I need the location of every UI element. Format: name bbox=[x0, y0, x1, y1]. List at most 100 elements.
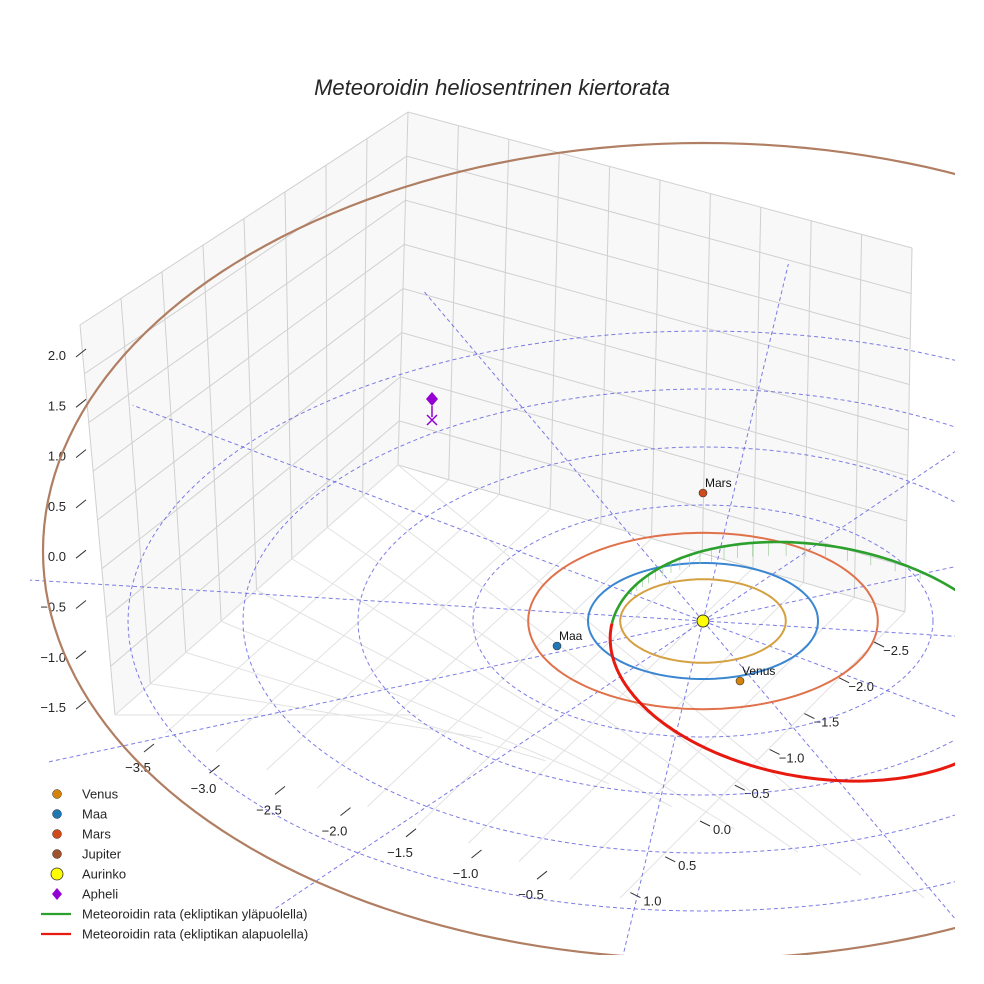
x-tick-label: −0.5 bbox=[518, 887, 544, 902]
ecliptic-ring bbox=[472, 504, 934, 738]
planet-label-mars: Mars bbox=[705, 476, 732, 490]
z-tick-label: 2.0 bbox=[48, 348, 66, 363]
y-tick-mark bbox=[734, 784, 746, 791]
floor-grid-line bbox=[266, 508, 551, 771]
orbit-scene: Venus Maa Mars bbox=[30, 141, 955, 955]
back-right-pane bbox=[398, 112, 912, 612]
grid-line bbox=[79, 111, 913, 326]
floor-grid-line bbox=[220, 620, 609, 785]
z-tick-mark bbox=[75, 348, 87, 358]
x-tick-mark bbox=[274, 786, 286, 795]
z-tick-label: 1.5 bbox=[48, 398, 66, 413]
orbit-mars bbox=[527, 531, 879, 711]
z-tick-label: 0.5 bbox=[48, 499, 66, 514]
orbit-maa bbox=[586, 562, 820, 680]
z-tick-mark bbox=[75, 499, 87, 509]
floor-grid-line bbox=[326, 527, 799, 853]
legend: Venus Maa Mars Jupiter Aurinko Apheli Meteoroi… bbox=[41, 787, 308, 942]
z-tick-label: 0.0 bbox=[48, 549, 66, 564]
y-tick-label: 0.0 bbox=[713, 822, 731, 837]
x-tick-mark bbox=[536, 870, 548, 880]
z-tick-label: −1.5 bbox=[40, 700, 66, 715]
grid-line bbox=[101, 332, 908, 570]
x-tick-label: −3.5 bbox=[125, 760, 151, 775]
aphelion-projection-marker bbox=[426, 414, 438, 426]
sun-marker bbox=[696, 614, 710, 628]
planet-marker-venus bbox=[735, 676, 745, 686]
y-tick-mark bbox=[699, 820, 711, 827]
x-tick-label: −2.0 bbox=[322, 824, 348, 839]
ecliptic-spoke bbox=[702, 263, 789, 622]
floor-grid-line bbox=[256, 589, 672, 807]
legend-item: Meteoroidin rata (ekliptikan yläpuolella… bbox=[41, 907, 307, 922]
y-tick-mark bbox=[838, 677, 850, 684]
meteoroid-orbit-below bbox=[608, 623, 955, 783]
grid-line bbox=[92, 243, 910, 472]
floor-grid-line bbox=[417, 552, 703, 826]
floor-grid-line bbox=[367, 538, 652, 807]
z-tick-label: −0.5 bbox=[40, 600, 66, 615]
ecliptic-ring bbox=[242, 388, 955, 854]
x-tick-label: −3.0 bbox=[191, 781, 217, 796]
y-tick-label: 0.5 bbox=[678, 858, 696, 873]
z-tick-mark bbox=[75, 449, 87, 458]
grid-line bbox=[105, 376, 907, 618]
floor-grid-line bbox=[291, 558, 736, 830]
legend-marker bbox=[52, 789, 62, 799]
floor-grid-line bbox=[362, 495, 862, 876]
y-tick-label: 1.0 bbox=[643, 894, 661, 909]
z-tick-mark bbox=[75, 549, 87, 559]
floor-grid-line bbox=[619, 611, 906, 899]
x-tick-mark bbox=[405, 828, 417, 838]
z-tick-mark bbox=[75, 650, 87, 660]
legend-item: Aurinko bbox=[50, 867, 126, 882]
legend-marker bbox=[52, 849, 62, 859]
y-tick-label: −2.5 bbox=[883, 643, 909, 658]
z-tick-mark bbox=[75, 398, 87, 408]
chart-title: Meteoroidin heliosentrinen kiertorata bbox=[314, 75, 670, 100]
planet-label-maa: Maa bbox=[559, 629, 583, 643]
legend-item: Apheli bbox=[52, 887, 118, 902]
legend-marker bbox=[52, 888, 62, 900]
floor-grid-line bbox=[316, 523, 602, 789]
floor-grid-line bbox=[468, 567, 754, 844]
y-tick-label: −2.0 bbox=[848, 679, 874, 694]
ecliptic-spoke bbox=[132, 404, 704, 622]
z-tick-label: −1.0 bbox=[40, 650, 66, 665]
legend-label: Apheli bbox=[82, 887, 118, 902]
legend-item: Meteoroidin rata (ekliptikan alapuolella… bbox=[41, 927, 308, 942]
planet-marker-maa bbox=[552, 641, 562, 651]
floor-grid-line bbox=[150, 683, 483, 739]
floor-grid-line bbox=[397, 464, 925, 899]
legend-label: Venus bbox=[82, 787, 119, 802]
legend-label: Mars bbox=[82, 827, 111, 842]
meteoroid-orbit-above bbox=[626, 540, 955, 595]
legend-label: Maa bbox=[82, 807, 108, 822]
legend-item: Jupiter bbox=[52, 847, 122, 862]
x-tick-label: −1.5 bbox=[387, 845, 413, 860]
y-tick-mark bbox=[769, 748, 780, 755]
ecliptic-spoke bbox=[422, 289, 704, 622]
axes-gridlines bbox=[79, 111, 925, 899]
legend-item: Venus bbox=[52, 787, 119, 802]
floor-grid-line bbox=[165, 479, 450, 734]
x-tick-mark bbox=[471, 849, 482, 859]
x-tick-label: −2.5 bbox=[256, 802, 282, 817]
ecliptic-spoke bbox=[274, 620, 704, 910]
floor-grid-line bbox=[185, 652, 546, 762]
x-tick-mark bbox=[209, 764, 220, 774]
ecliptic-spoke bbox=[30, 579, 704, 622]
ecliptic-spoke bbox=[702, 620, 955, 717]
y-tick-mark bbox=[664, 856, 676, 863]
z-tick-mark bbox=[75, 700, 87, 710]
grid-line bbox=[84, 155, 912, 375]
legend-label: Meteoroidin rata (ekliptikan yläpuolella… bbox=[82, 907, 307, 922]
x-tick-label: −1.0 bbox=[453, 866, 479, 881]
legend-item: Mars bbox=[52, 827, 111, 842]
legend-item: Maa bbox=[52, 807, 108, 822]
legend-label: Jupiter bbox=[82, 847, 122, 862]
orbit-jupiter bbox=[41, 141, 955, 955]
y-tick-mark bbox=[630, 892, 641, 899]
planet-marker-mars bbox=[698, 488, 708, 498]
legend-marker bbox=[52, 809, 62, 819]
